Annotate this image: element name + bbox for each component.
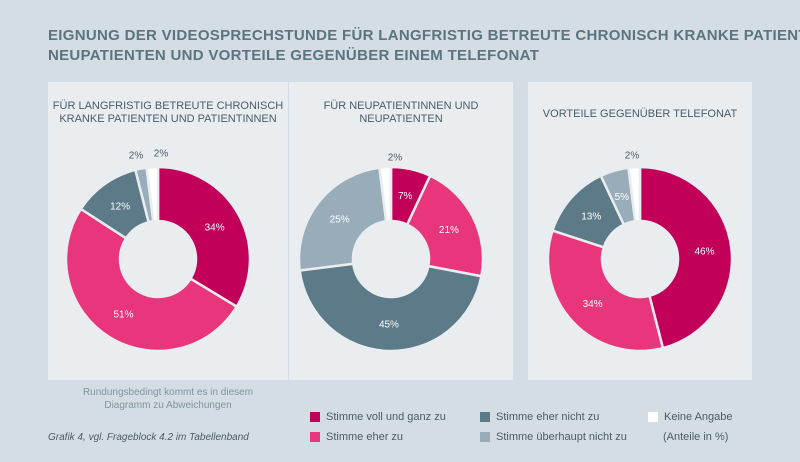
panel-telefonat: VORTEILE GEGENÜBER TELEFONAT 46% 34% 13% 5%… [528, 82, 752, 380]
donut-chart-neupatienten: 7% 21% 45% 25% 2% [297, 153, 485, 353]
panel-title: FÜR NEUPATIENTINNEN UND NEUPATIENTEN [289, 100, 513, 126]
legend-item-stimme-voll: Stimme voll und ganz zu [310, 411, 446, 423]
panel-title: FÜR LANGFRISTIG BETREUTE CHRONISCH KRANK… [48, 100, 288, 126]
donut-slice-stimme-eher [64, 207, 239, 353]
legend-item-stimme-eher: Stimme eher zu [310, 431, 403, 443]
chart-title-line1: EIGNUNG DER VIDEOSPRECHSTUNDE FÜR LANGFR… [48, 27, 800, 44]
panel-chronisch: FÜR LANGFRISTIG BETREUTE CHRONISCH KRANK… [48, 82, 288, 380]
chart-title-line2: NEUPATIENTEN UND VORTEILE GEGENÜBER EINE… [48, 47, 540, 64]
legend-swatch [648, 412, 658, 422]
rounding-note: Rundungsbedingt kommt es in diesem Diagr… [48, 386, 288, 412]
legend-label: Stimme überhaupt nicht zu [496, 431, 627, 443]
panel-neupatienten: FÜR NEUPATIENTINNEN UND NEUPATIENTEN 7% 2… [289, 82, 513, 380]
donut-slice-keine-angabe [145, 165, 160, 223]
slice-label-eher-nicht: 12% [110, 202, 130, 213]
slice-label-ueberhaupt-nicht: 25% [330, 215, 350, 226]
source-note: Grafik 4, vgl. Frageblock 4.2 im Tabelle… [48, 432, 249, 443]
rounding-note-line1: Rundungsbedingt kommt es in diesem [82, 387, 254, 398]
legend-label: Stimme eher nicht zu [496, 411, 600, 423]
donut-slice-stimme-eher [546, 228, 665, 353]
legend-swatch [310, 432, 320, 442]
donut-slice-stimme-eher [405, 174, 485, 278]
legend-swatch [480, 432, 490, 442]
donut-slice-stimme-voll [156, 165, 252, 309]
slice-label-ueberhaupt-nicht: 2% [129, 151, 144, 162]
slice-label-ueberhaupt-nicht: 5% [615, 192, 630, 203]
legend-item-ueberhaupt-nicht: Stimme überhaupt nicht zu [480, 431, 627, 443]
panel-title-line1: FÜR LANGFRISTIG BETREUTE CHRONISCH [52, 100, 284, 112]
slice-label-stimme-eher: 51% [113, 310, 133, 321]
panel-title-line2: KRANKE PATIENTEN UND PATIENTINNEN [59, 113, 277, 125]
donut-chart-chronisch: 34% 51% 12% 2% 2% [64, 149, 252, 353]
panel-title-line2: NEUPATIENTEN [359, 113, 443, 125]
slice-label-keine-angabe: 2% [625, 151, 640, 162]
panel-title-line1: VORTEILE GEGENÜBER TELEFONAT [542, 108, 738, 120]
slice-label-stimme-voll: 34% [205, 223, 225, 234]
legend-swatch [310, 412, 320, 422]
donut-slice-stimme-voll [638, 165, 734, 350]
legend-item-keine-angabe: Keine Angabe [648, 411, 733, 423]
donut-slice-eher-nicht [298, 262, 483, 353]
slice-label-stimme-eher: 21% [439, 225, 459, 236]
chart-title: EIGNUNG DER VIDEOSPRECHSTUNDE FÜR LANGFR… [48, 26, 800, 66]
donut-chart-telefonat: 46% 34% 13% 5% 2% [546, 151, 734, 353]
legend-unit: (Anteile in %) [663, 431, 729, 443]
rounding-note-line2: Diagramm zu Abweichungen [104, 400, 232, 411]
panel-title-line1: FÜR NEUPATIENTINNEN UND [323, 100, 479, 112]
slice-label-stimme-voll: 46% [694, 246, 714, 257]
slice-label-stimme-eher: 34% [583, 299, 603, 310]
donut-slice-keine-angabe [627, 165, 642, 223]
legend-label: Stimme eher zu [326, 431, 404, 443]
slice-label-eher-nicht: 45% [379, 319, 399, 330]
legend-label: Stimme voll und ganz zu [326, 411, 446, 423]
donut-slice-ueberhaupt-nicht [297, 166, 388, 272]
legend-label: Keine Angabe [664, 411, 733, 423]
slice-label-keine-angabe: 2% [154, 149, 169, 160]
slice-label-stimme-voll: 7% [398, 191, 413, 202]
legend-item-eher-nicht: Stimme eher nicht zu [480, 411, 599, 423]
donut-slice-keine-angabe [378, 165, 393, 223]
panel-title: VORTEILE GEGENÜBER TELEFONAT [528, 108, 752, 121]
slice-label-eher-nicht: 13% [581, 212, 601, 223]
legend-swatch [480, 412, 490, 422]
slice-label-keine-angabe: 2% [388, 153, 403, 164]
